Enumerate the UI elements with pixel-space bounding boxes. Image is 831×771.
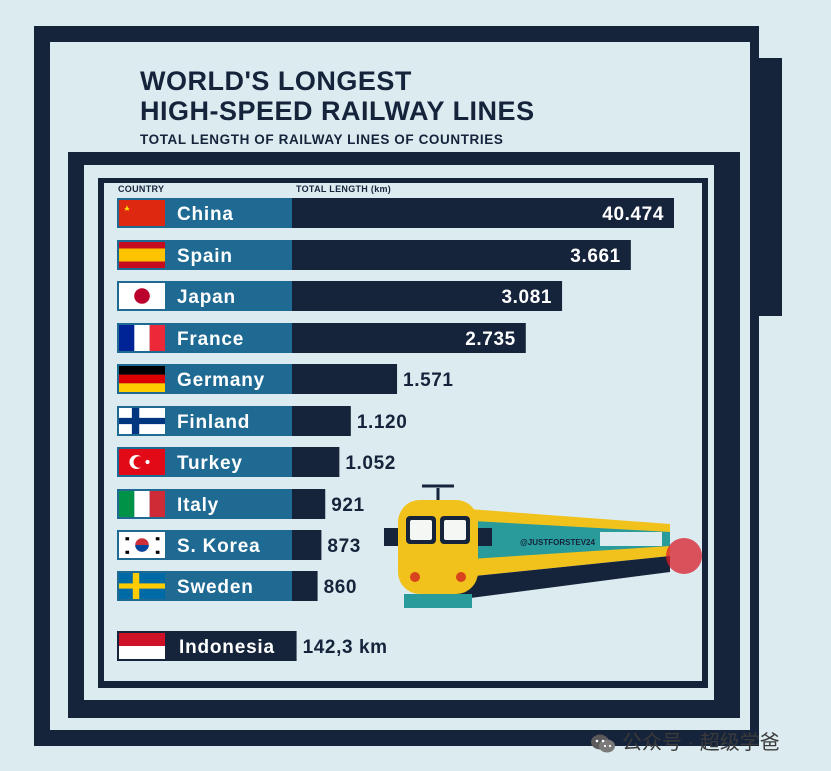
finland-flag-icon [119, 408, 165, 434]
chart-title-line-2: HIGH-SPEED RAILWAY LINES [140, 96, 535, 126]
value-label: 3.081 [502, 287, 553, 308]
south-korea-flag-icon [119, 532, 165, 558]
country-label: Indonesia [179, 637, 275, 658]
italy-flag-icon [119, 491, 165, 517]
chart-title-line-1: WORLD'S LONGEST [140, 66, 412, 96]
train-tail-light [666, 538, 702, 574]
bar-row: France 2.735 [117, 323, 526, 353]
train-illustration: @JUSTFORSTEV24 [384, 484, 702, 608]
train-front [398, 500, 478, 594]
train-bumper [404, 594, 472, 608]
bar-row: Finland 1.120 [117, 406, 407, 436]
value-label: 873 [327, 536, 361, 557]
value-label: 2.735 [465, 329, 516, 350]
turkey-flag-icon [119, 449, 165, 475]
bar-row: Italy 921 [117, 489, 365, 519]
bar [292, 571, 318, 601]
column-header-country: COUNTRY [118, 184, 165, 194]
value-label: 860 [324, 577, 358, 598]
country-label: Germany [177, 370, 265, 391]
country-label: Sweden [177, 577, 254, 598]
value-label: 1.052 [345, 453, 396, 474]
bar-row: Turkey 1.052 [117, 447, 396, 477]
country-label: S. Korea [177, 536, 261, 557]
wechat-icon [591, 734, 615, 753]
country-label: Italy [177, 495, 219, 516]
china-flag-icon [119, 200, 165, 226]
train-headlight-left [410, 572, 420, 582]
value-label: 921 [331, 495, 365, 516]
bar [292, 281, 563, 311]
france-flag-icon [119, 325, 165, 351]
bar [292, 323, 526, 353]
train-headlight-right [456, 572, 466, 582]
bar [292, 447, 340, 477]
chart-subtitle: TOTAL LENGTH OF RAILWAY LINES OF COUNTRI… [140, 132, 504, 147]
bar-row: Germany 1.571 [117, 364, 454, 394]
country-label: France [177, 329, 244, 350]
bar-row: Sweden 860 [117, 571, 357, 601]
country-label: Japan [177, 287, 236, 308]
value-label: 3.661 [570, 246, 621, 267]
train-window-band [600, 532, 662, 546]
japan-flag-icon [119, 283, 165, 309]
bar-row: Japan 3.081 [117, 281, 563, 311]
bar [292, 198, 674, 228]
watermark: 公众号 · 超级学爸 [590, 726, 822, 756]
country-label: Finland [177, 412, 250, 433]
bar [292, 631, 297, 661]
bar [292, 240, 631, 270]
train-underside [455, 556, 670, 600]
country-label: Spain [177, 246, 233, 267]
bar-row: S. Korea 873 [117, 530, 361, 560]
value-label: 142,3 km [303, 637, 388, 658]
frame-right-strip [752, 58, 782, 316]
value-label: 1.120 [357, 412, 408, 433]
value-label: 1.571 [403, 370, 454, 391]
train-stripe [455, 520, 670, 560]
watermark-text: 公众号 · 超级学爸 [622, 732, 780, 754]
germany-flag-icon [119, 366, 165, 392]
indonesia-flag-icon [119, 633, 165, 659]
bar-row: Spain 3.661 [117, 240, 631, 270]
bar [292, 406, 351, 436]
bar-row: China 40.474 [117, 198, 674, 228]
spain-flag-icon [119, 242, 165, 268]
bar-row: Indonesia 142,3 km [117, 631, 388, 661]
country-label: Turkey [177, 453, 243, 474]
country-label: China [177, 204, 234, 225]
train-label: @JUSTFORSTEV24 [520, 538, 595, 547]
bar [292, 489, 326, 519]
bar [292, 530, 322, 560]
bar [292, 364, 398, 394]
column-header-length: TOTAL LENGTH (km) [296, 184, 392, 194]
sweden-flag-icon [119, 573, 165, 599]
value-label: 40.474 [602, 204, 664, 225]
